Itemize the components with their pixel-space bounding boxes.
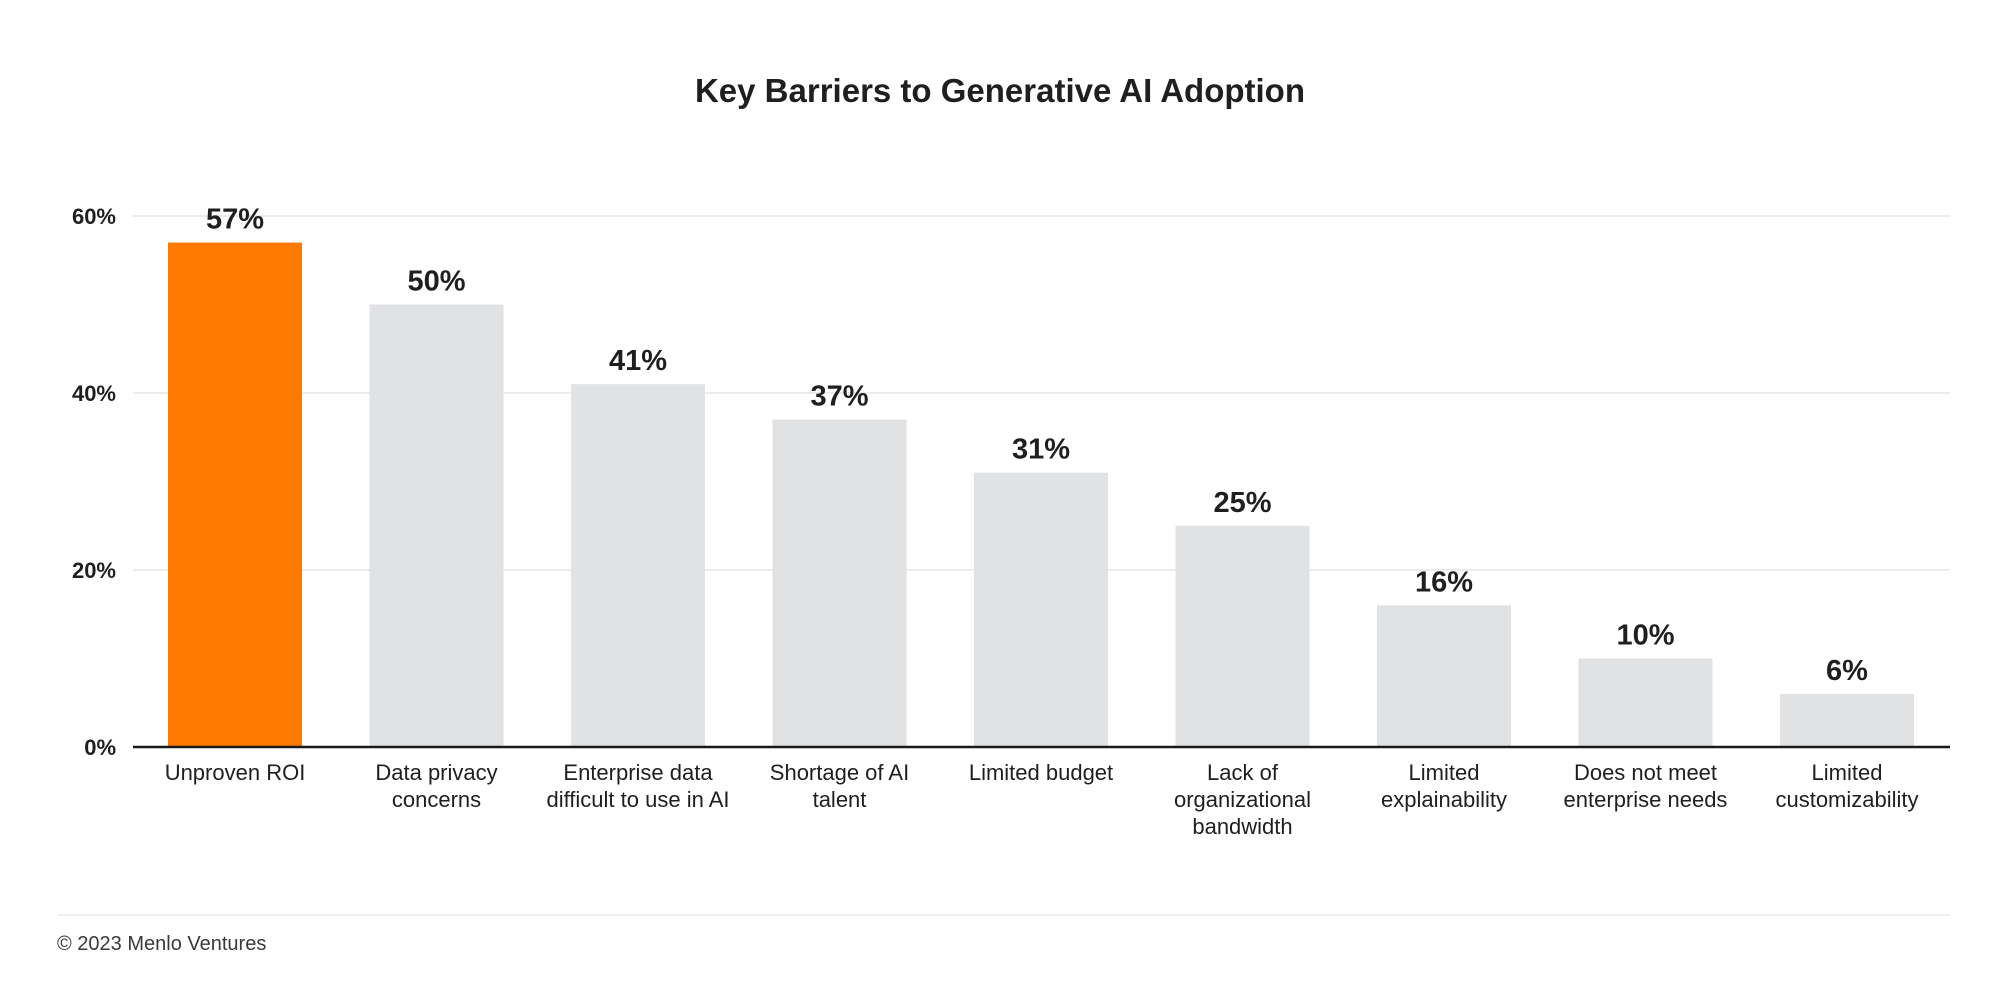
bar <box>571 384 705 747</box>
y-tick-label: 60% <box>72 204 116 229</box>
category-label: Limited customizability <box>1775 760 1918 812</box>
value-label: 50% <box>407 266 465 298</box>
value-labels: 57% 50% 41% 37% 31% 25% 16% 10% 6% <box>206 204 1868 687</box>
category-label: Limited explainability <box>1381 760 1507 812</box>
value-label: 10% <box>1616 620 1674 652</box>
copyright-footer: © 2023 Menlo Ventures <box>57 933 267 955</box>
value-label: 25% <box>1213 487 1271 519</box>
bar <box>772 419 907 747</box>
value-label: 31% <box>1012 434 1070 466</box>
category-label: Does not meet enterprise needs <box>1564 760 1728 812</box>
chart-title: Key Barriers to Generative AI Adoption <box>694 72 1306 109</box>
bar <box>168 242 302 748</box>
value-label: 16% <box>1415 566 1473 598</box>
category-label: Enterprise data difficult to use in AI <box>546 760 729 812</box>
bars <box>168 242 1914 748</box>
category-label: Limited budget <box>969 760 1113 785</box>
bar <box>369 304 504 747</box>
bar <box>1175 525 1310 747</box>
y-tick-label: 20% <box>72 558 116 583</box>
category-label: Shortage of AI talent <box>770 760 909 812</box>
bar <box>974 472 1108 747</box>
category-labels: Unproven ROI Data privacy concerns Enterpri… <box>165 760 1919 839</box>
bar <box>1578 658 1713 747</box>
y-axis-ticks: 0% 20% 40% 60% <box>72 204 116 760</box>
value-label: 6% <box>1826 655 1868 687</box>
footer-divider <box>58 914 1950 916</box>
y-tick-label: 0% <box>84 735 116 760</box>
value-label: 41% <box>609 345 667 377</box>
value-label: 37% <box>810 381 868 413</box>
bar <box>1780 693 1914 747</box>
bar <box>1377 605 1511 747</box>
value-label: 57% <box>206 204 264 236</box>
y-tick-label: 40% <box>72 381 116 406</box>
category-label: Data privacy concerns <box>375 760 497 812</box>
category-label: Lack of organizational bandwidth <box>1174 760 1311 839</box>
category-label: Unproven ROI <box>165 760 306 785</box>
